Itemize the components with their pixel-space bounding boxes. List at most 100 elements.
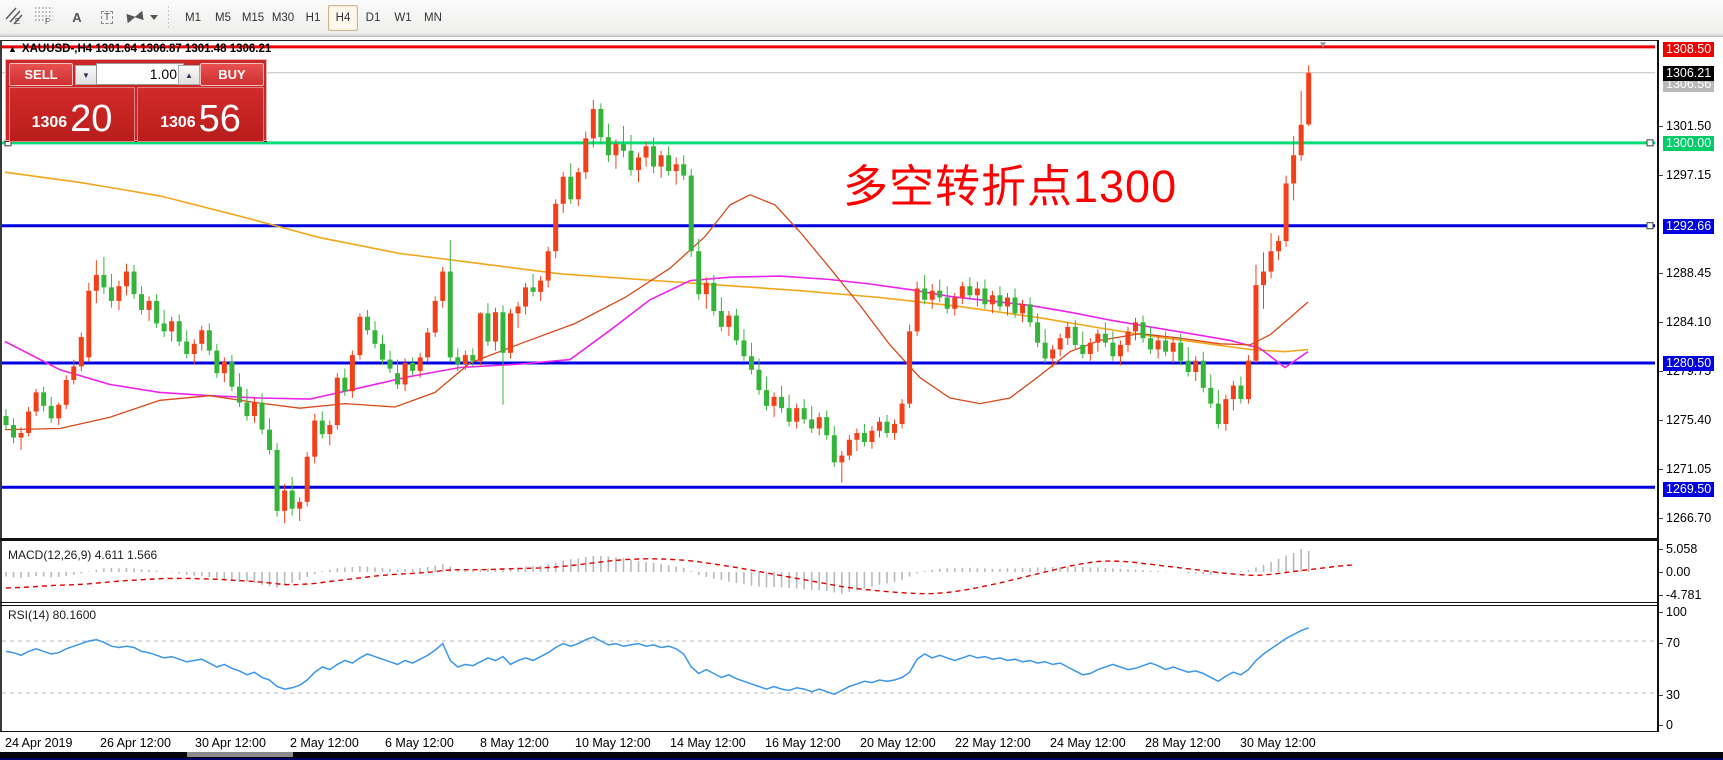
- date-label: 30 Apr 12:00: [195, 736, 266, 750]
- axis-label: -4.781: [1666, 588, 1702, 602]
- text-label-icon[interactable]: T: [94, 5, 120, 29]
- axis-label: 0.00: [1666, 565, 1691, 579]
- axis-label: 1308.50: [1663, 42, 1715, 57]
- bottom-strip: [0, 752, 1723, 760]
- axis-tick: [1659, 518, 1663, 519]
- bottom-edge-line: [0, 758, 1723, 760]
- axis-label: 70: [1666, 636, 1680, 650]
- axis-label: 1288.45: [1666, 266, 1712, 280]
- sell-price-small: 1306: [31, 114, 68, 131]
- sell-button[interactable]: SELL: [9, 63, 73, 86]
- buy-price-big: 56: [198, 98, 241, 140]
- sell-price-big: 20: [70, 98, 113, 140]
- main-macd-divider: [0, 538, 1657, 541]
- taskbar-segment: [187, 752, 293, 757]
- down-arrow-icon: ▼: [82, 70, 90, 80]
- sell-price-display[interactable]: 1306 20: [9, 87, 135, 142]
- rsi-indicator-label: RSI(14) 80.1600: [8, 608, 97, 622]
- timeframe-d1[interactable]: D1: [365, 12, 381, 24]
- symbol-title: ▲ XAUUSD-,H4 1301.64 1306.87 1301.48 130…: [8, 43, 271, 55]
- toolbar: E F A T M1 M5 M15 M30 H1 H4 D1 W1 MN: [0, 0, 1723, 37]
- chevron-down-icon: [150, 14, 158, 20]
- arrow-tools-icon[interactable]: [122, 5, 158, 29]
- timeframe-m15[interactable]: M15: [241, 12, 265, 24]
- axis-label: 1271.05: [1666, 462, 1712, 476]
- axis-tick: [1659, 322, 1663, 323]
- axis-label: 1306.21: [1663, 66, 1715, 81]
- equidistant-channel-icon[interactable]: E: [4, 5, 30, 29]
- axis-tick: [1659, 371, 1663, 372]
- axis-tick: [1659, 549, 1663, 550]
- axis-label: 1284.10: [1666, 315, 1712, 329]
- buy-price-small: 1306: [160, 114, 196, 131]
- axis-label: 1269.50: [1663, 482, 1715, 497]
- buy-price-display[interactable]: 1306 56: [137, 87, 264, 142]
- axis-label: 1301.50: [1666, 119, 1712, 133]
- volume-decrease-button[interactable]: ▼: [75, 65, 97, 85]
- axis-tick: [1659, 420, 1663, 421]
- macd-indicator-label: MACD(12,26,9) 4.611 1.566: [8, 548, 158, 562]
- macd-rsi-divider-a: [0, 602, 1657, 603]
- timeframe-m5[interactable]: M5: [215, 12, 231, 24]
- axis-label: 1297.15: [1666, 168, 1712, 182]
- timeframe-m1[interactable]: M1: [185, 12, 201, 24]
- toolbar-separator: [168, 6, 169, 28]
- date-label: 22 May 12:00: [955, 736, 1031, 750]
- axis-tick: [1659, 725, 1663, 726]
- volume-increase-button[interactable]: ▲: [178, 65, 200, 85]
- chart-shift-marker-icon: ▼: [1318, 40, 1328, 51]
- axis-label: 1292.66: [1663, 219, 1715, 234]
- tool-a-label: A: [72, 9, 82, 25]
- date-label: 24 May 12:00: [1050, 736, 1126, 750]
- date-label: 24 Apr 2019: [5, 736, 73, 750]
- macd-rsi-divider-b: [0, 605, 1657, 606]
- date-label: 10 May 12:00: [575, 736, 651, 750]
- axis-label: 30: [1666, 688, 1680, 702]
- date-label: 26 Apr 12:00: [100, 736, 171, 750]
- axis-tick: [1659, 572, 1663, 573]
- text-tool-icon[interactable]: A: [64, 5, 90, 29]
- time-axis[interactable]: 24 Apr 2019 26 Apr 12:00 30 Apr 12:00 2 May…: [0, 732, 1723, 752]
- price-axis[interactable]: 1308.50 1306.56 1306.21 1301.50 1300.00 1297.…: [1657, 40, 1723, 732]
- up-arrow-icon: ▲: [185, 70, 193, 80]
- timeframe-mn[interactable]: MN: [424, 12, 442, 24]
- date-label: 16 May 12:00: [765, 736, 841, 750]
- axis-label: 1275.40: [1666, 413, 1712, 427]
- timeframe-m30[interactable]: M30: [271, 12, 295, 24]
- axis-tick: [1659, 175, 1663, 176]
- date-label: 20 May 12:00: [860, 736, 936, 750]
- axis-tick: [1659, 126, 1663, 127]
- fibonacci-icon[interactable]: F: [34, 5, 60, 29]
- date-label: 28 May 12:00: [1145, 736, 1221, 750]
- date-label: 8 May 12:00: [480, 736, 549, 750]
- axis-label: 1280.50: [1663, 356, 1715, 371]
- axis-tick: [1659, 695, 1663, 696]
- axis-tick: [1659, 469, 1663, 470]
- date-label: 2 May 12:00: [290, 736, 359, 750]
- date-label: 14 May 12:00: [670, 736, 746, 750]
- axis-tick: [1659, 595, 1663, 596]
- axis-label: 0: [1666, 718, 1673, 732]
- date-label: 30 May 12:00: [1240, 736, 1316, 750]
- tool-e-label: E: [14, 16, 21, 26]
- chart-annotation-text[interactable]: 多空转折点1300: [843, 161, 1178, 212]
- axis-tick: [1659, 612, 1663, 613]
- date-label: 6 May 12:00: [385, 736, 454, 750]
- axis-tick: [1659, 273, 1663, 274]
- axis-tick: [1659, 643, 1663, 644]
- axis-label: 1266.70: [1666, 511, 1712, 525]
- axis-label: 5.058: [1666, 542, 1698, 556]
- axis-label: 1300.00: [1663, 136, 1715, 151]
- symbol-collapse-icon[interactable]: ▲: [8, 44, 17, 54]
- tool-t-label: T: [100, 10, 114, 24]
- symbol-ohlc-text: XAUUSD-,H4 1301.64 1306.87 1301.48 1306.…: [21, 43, 272, 55]
- buy-button[interactable]: BUY: [200, 63, 264, 86]
- timeframe-h1[interactable]: H1: [305, 12, 321, 24]
- timeframe-h4[interactable]: H4: [328, 5, 358, 31]
- axis-label: 100: [1666, 605, 1687, 619]
- chart-window[interactable]: [0, 40, 1723, 753]
- tool-f-label: F: [45, 16, 50, 26]
- volume-input[interactable]: 1.00: [96, 63, 184, 85]
- timeframe-w1[interactable]: W1: [394, 12, 412, 24]
